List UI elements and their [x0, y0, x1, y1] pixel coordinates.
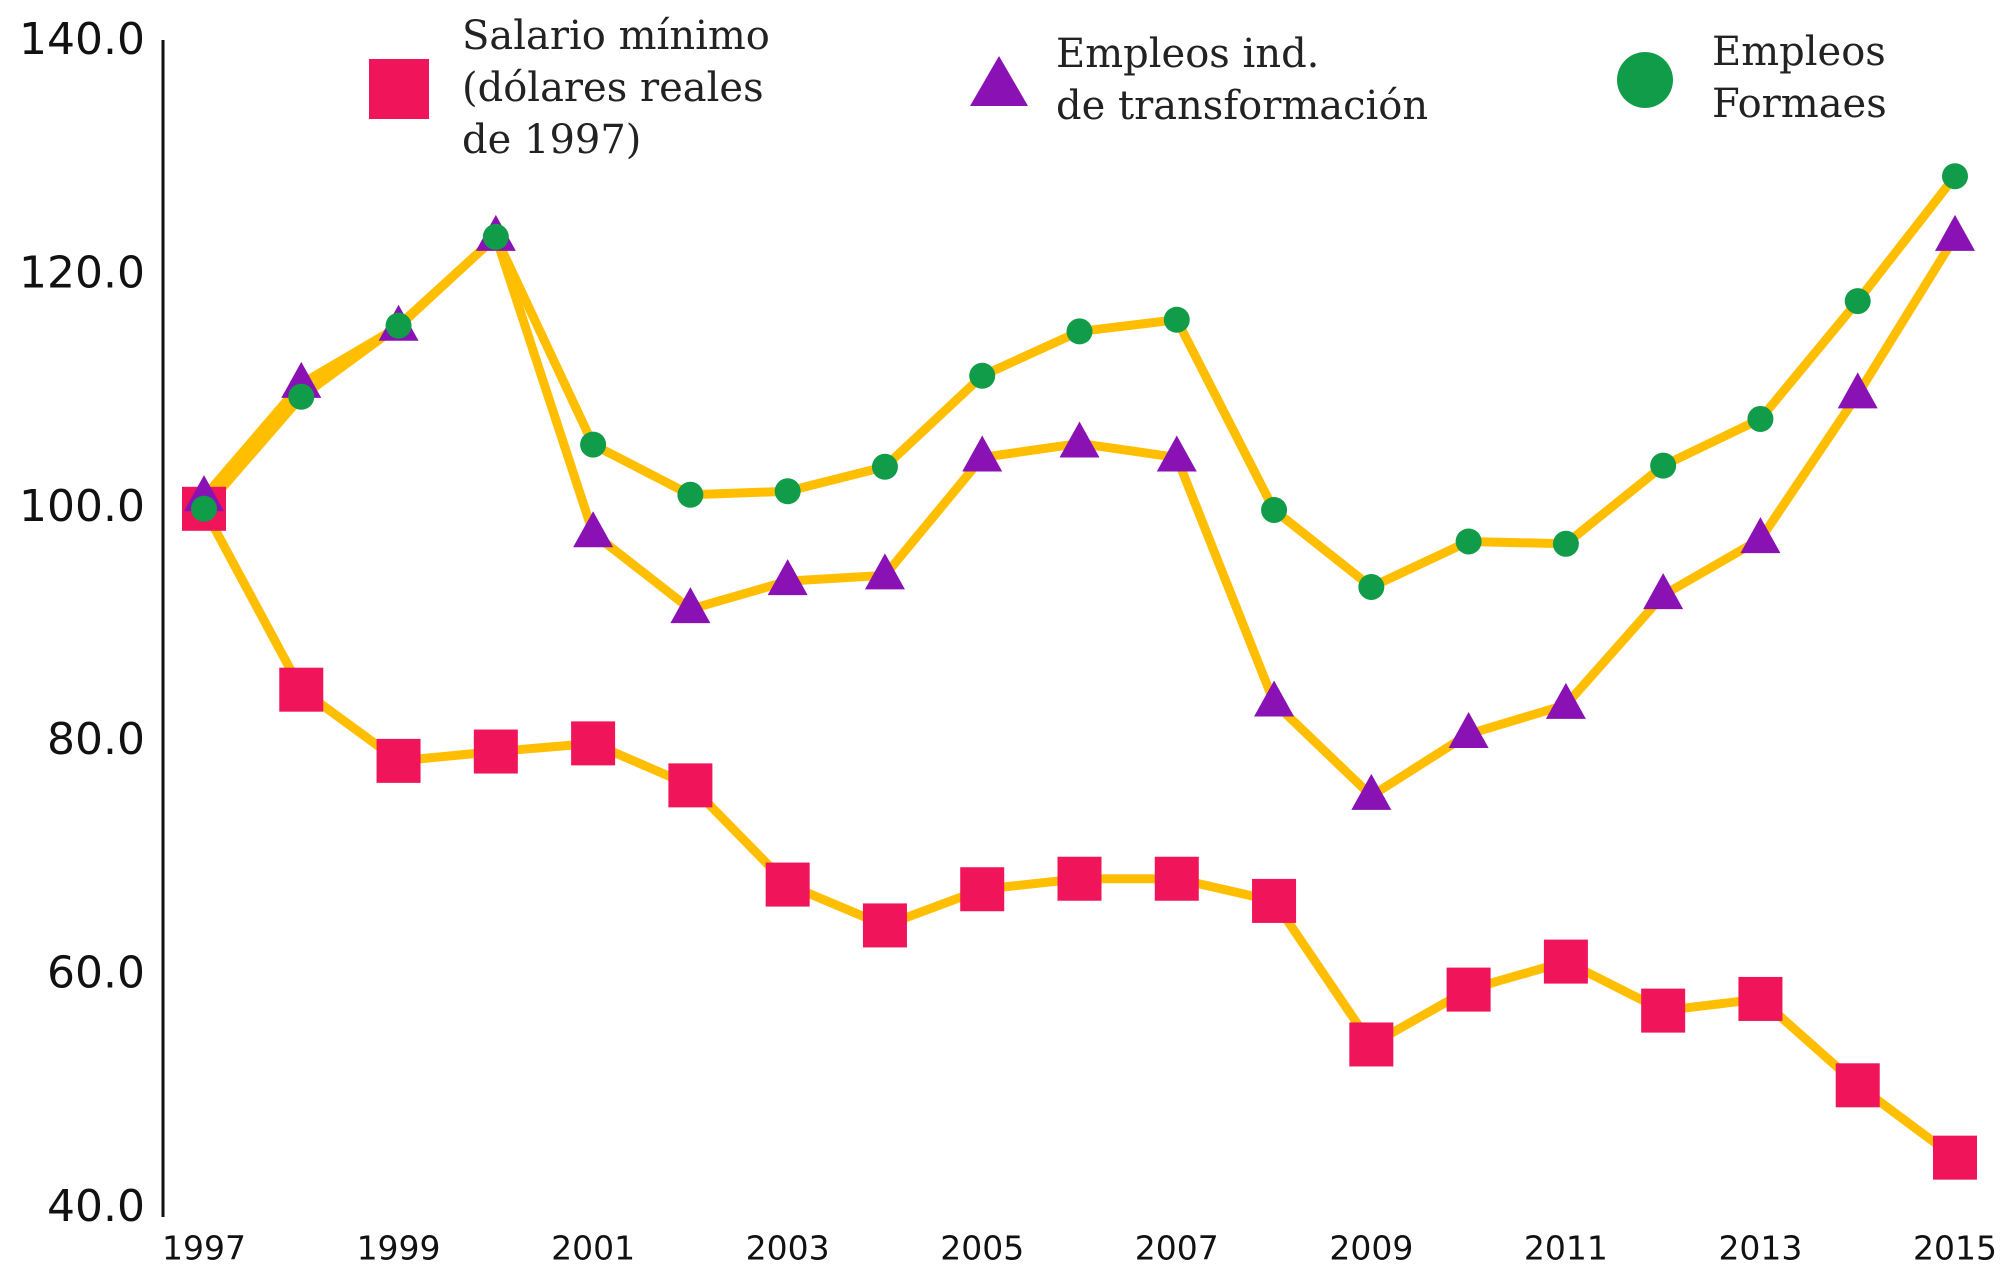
legend-swatch: [970, 56, 1028, 106]
triangle-marker: [1545, 682, 1586, 719]
x-tick-label: 2013: [1718, 1229, 1802, 1267]
x-tick-label: 2005: [940, 1229, 1024, 1267]
triangle-marker: [962, 435, 1003, 472]
x-tick-label: 2009: [1329, 1229, 1413, 1267]
triangle-marker: [1156, 435, 1197, 472]
legend-swatch: [369, 59, 429, 119]
x-tick-label: 2007: [1135, 1229, 1219, 1267]
triangle-marker: [1935, 214, 1975, 251]
y-tick-label: 60.0: [47, 948, 145, 999]
triangle-marker: [670, 587, 711, 624]
circle-marker: [1747, 405, 1774, 432]
square-marker: [1154, 856, 1199, 901]
y-tick-label: 80.0: [47, 714, 145, 765]
y-tick-label: 120.0: [19, 247, 145, 298]
circle-marker: [1455, 528, 1482, 555]
triangle-marker: [573, 511, 614, 548]
legend-swatch: [1617, 52, 1673, 108]
circle-marker: [288, 383, 315, 410]
square-marker: [1933, 1135, 1977, 1180]
square-marker: [1641, 988, 1686, 1033]
circle-marker: [677, 481, 704, 508]
square-marker: [1835, 1063, 1880, 1108]
triangle-marker: [1740, 517, 1781, 554]
circle-marker: [871, 453, 898, 480]
square-marker: [1738, 976, 1783, 1021]
triangle-marker: [1837, 372, 1878, 409]
triangle-marker: [1351, 773, 1392, 810]
circle-marker: [774, 478, 801, 505]
square-marker: [862, 903, 907, 948]
x-tick-label: 2011: [1524, 1229, 1608, 1267]
circle-marker: [482, 223, 509, 250]
circle-marker: [1261, 496, 1288, 523]
circle-marker: [1163, 306, 1190, 333]
triangle-marker: [767, 559, 808, 596]
square-marker: [1349, 1022, 1394, 1067]
square-marker: [1543, 939, 1588, 984]
square-marker: [473, 729, 518, 774]
y-tick-label: 140.0: [19, 14, 145, 65]
circle-marker: [580, 431, 607, 458]
legend-label: Salario mínimo (dólares reales de 1997): [462, 13, 770, 163]
circle-marker: [1844, 288, 1871, 315]
square-marker: [668, 763, 713, 808]
circle-marker: [969, 362, 996, 389]
circle-marker: [1650, 452, 1677, 479]
circle-marker: [1066, 318, 1093, 345]
triangle-marker: [1254, 680, 1295, 717]
triangle-marker: [864, 553, 905, 590]
circle-marker: [1942, 163, 1968, 190]
square-marker: [1252, 878, 1297, 923]
triangle-marker: [1059, 421, 1100, 458]
square-marker: [376, 738, 421, 783]
square-marker: [960, 867, 1005, 912]
series-line: [200, 173, 1959, 592]
circle-marker: [1358, 573, 1385, 600]
square-marker: [1057, 856, 1102, 901]
circle-marker: [1552, 530, 1579, 557]
x-tick-label: 2003: [746, 1229, 830, 1267]
series-line: [200, 506, 1958, 1162]
y-tick-label: 40.0: [47, 1181, 145, 1232]
x-tick-label: 2001: [551, 1229, 635, 1267]
triangle-marker: [1448, 712, 1489, 749]
square-marker: [279, 667, 324, 712]
circle-marker: [385, 312, 412, 339]
x-tick-label: 1997: [162, 1229, 246, 1267]
square-marker: [1446, 967, 1491, 1012]
square-marker: [765, 862, 810, 907]
legend-label: Empleos ind. de transformación: [1056, 31, 1429, 129]
y-tick-label: 100.0: [19, 481, 145, 532]
triangle-marker: [1643, 573, 1684, 610]
x-tick-label: 2015: [1913, 1229, 1997, 1267]
x-tick-label: 1999: [357, 1229, 441, 1267]
legend-label: Empleos Formaes: [1712, 29, 1887, 127]
circle-marker: [191, 495, 217, 522]
square-marker: [571, 721, 616, 766]
